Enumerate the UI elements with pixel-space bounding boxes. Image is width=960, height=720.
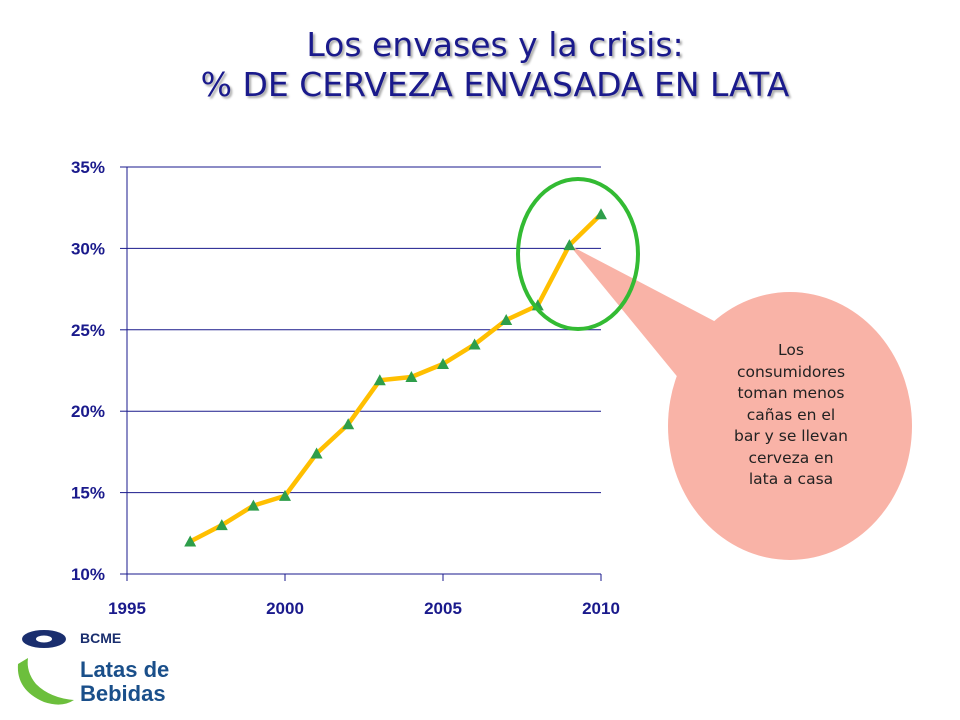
callout-ellipse — [668, 292, 912, 560]
callout-line: bar y se llevan — [734, 427, 848, 445]
y-tick-label: 25% — [71, 321, 105, 340]
x-tick-label: 2000 — [266, 599, 304, 618]
logo-line2: Bebidas — [80, 681, 166, 706]
callout-line: toman menos — [737, 384, 845, 402]
data-point — [184, 535, 197, 547]
logo-brand: BCME — [80, 630, 122, 646]
data-point — [468, 338, 481, 350]
axes — [126, 167, 601, 575]
callout-line: cañas en el — [746, 405, 836, 424]
data-point — [595, 208, 607, 220]
y-tick-label: 35% — [71, 158, 105, 177]
y-axis-ticks: 10% 15% 20% 25% 30% 35% — [71, 158, 127, 584]
y-tick-label: 15% — [71, 484, 105, 503]
callout-line: consumidores — [736, 362, 846, 381]
y-tick-label: 20% — [71, 402, 105, 421]
y-tick-label: 30% — [71, 239, 105, 258]
logo-line1: Latas de — [80, 657, 170, 682]
chart-title-line2: % DE CERVEZA ENVASADA EN LATA — [200, 65, 790, 104]
data-point — [500, 314, 513, 326]
highlight-circle — [516, 177, 640, 331]
gridlines — [127, 166, 601, 494]
data-point — [310, 447, 323, 459]
data-point — [247, 499, 260, 511]
x-axis-ticks: 1995 2000 2005 2010 — [108, 574, 620, 618]
x-tick-label: 1995 — [108, 599, 146, 618]
y-tick-label: 10% — [71, 565, 105, 584]
callout-line: lata a casa — [748, 470, 834, 488]
x-tick-label: 2005 — [424, 599, 462, 618]
data-point — [373, 374, 386, 386]
data-point — [563, 239, 576, 251]
data-series — [184, 208, 607, 547]
callout-bubble — [569, 245, 912, 560]
logo-swoosh-icon — [17, 630, 74, 705]
callout-line: cerveza en — [748, 448, 834, 467]
data-point — [437, 357, 449, 369]
data-point — [405, 371, 418, 383]
callout-line: Los — [778, 341, 804, 359]
chart-title-line1: Los envases y la crisis: — [306, 25, 684, 64]
data-point — [215, 519, 228, 531]
data-point — [279, 489, 291, 501]
series-line — [189, 212, 603, 544]
data-point — [342, 418, 355, 430]
callout-tail — [569, 245, 716, 380]
callout-text: Los consumidores toman menos cañas en el bar… — [700, 340, 882, 491]
x-tick-label: 2010 — [582, 599, 620, 618]
highlight-ring — [516, 177, 640, 331]
